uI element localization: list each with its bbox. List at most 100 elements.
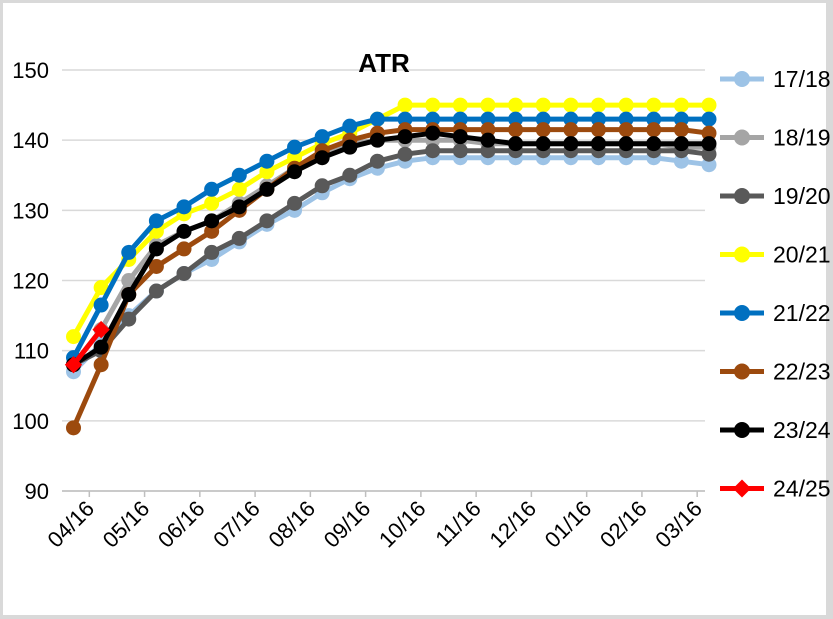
- data-point: [176, 265, 192, 281]
- data-point: [93, 357, 109, 373]
- data-point: [397, 97, 413, 113]
- data-point: [618, 136, 634, 152]
- series-lines: [64, 97, 717, 436]
- legend-marker: [733, 479, 751, 498]
- data-point: [701, 97, 717, 113]
- data-point: [204, 195, 220, 211]
- data-point: [425, 125, 441, 141]
- legend-marker: [734, 363, 750, 380]
- data-point: [314, 178, 330, 194]
- legend-label: 21/22: [773, 300, 831, 326]
- data-point: [121, 244, 137, 260]
- series-line-24/25: [71, 327, 104, 368]
- data-point: [66, 329, 81, 345]
- data-point: [176, 241, 192, 257]
- data-point: [397, 129, 413, 145]
- data-point: [93, 339, 109, 355]
- data-point: [563, 136, 579, 152]
- data-point: [673, 136, 689, 152]
- data-point: [259, 213, 275, 229]
- data-point: [646, 136, 662, 152]
- legend-label: 19/20: [773, 183, 831, 209]
- data-point: [701, 111, 717, 127]
- legend-marker: [734, 422, 750, 438]
- data-point: [148, 258, 164, 274]
- data-point: [590, 136, 606, 152]
- legend-label: 17/18: [773, 66, 831, 92]
- data-point: [673, 97, 689, 113]
- data-point: [397, 146, 413, 162]
- data-point: [701, 136, 717, 152]
- data-point: [342, 118, 358, 134]
- data-point: [231, 199, 247, 215]
- legend-marker: [734, 129, 750, 146]
- data-point: [425, 143, 441, 159]
- data-point: [618, 97, 634, 113]
- legend-marker: [734, 188, 750, 204]
- legend-marker: [734, 246, 750, 263]
- data-point: [66, 420, 81, 436]
- data-point: [590, 122, 606, 138]
- data-point: [231, 181, 247, 197]
- data-point: [231, 167, 247, 183]
- data-point: [342, 139, 358, 155]
- y-tick-label: 100: [12, 409, 49, 434]
- y-tick-label: 150: [12, 58, 49, 83]
- data-point: [259, 153, 275, 169]
- data-point: [480, 97, 496, 113]
- data-point: [563, 97, 579, 113]
- data-point: [563, 122, 579, 138]
- data-point: [369, 153, 385, 169]
- legend-label: 24/25: [773, 476, 831, 502]
- legend: 17/18 18/19 19/20 20/21 21/22 22/23 23/24 24/25: [720, 66, 831, 502]
- data-point: [369, 132, 385, 148]
- y-tick-label: 90: [25, 479, 49, 504]
- legend-label: 20/21: [773, 242, 831, 268]
- data-point: [64, 355, 83, 374]
- data-point: [121, 287, 137, 303]
- data-point: [287, 164, 303, 180]
- data-point: [535, 97, 551, 113]
- data-point: [287, 195, 303, 211]
- data-point: [452, 97, 468, 113]
- data-point: [92, 320, 110, 339]
- data-point: [121, 311, 137, 327]
- legend-label: 23/24: [773, 417, 831, 443]
- data-point: [231, 230, 247, 246]
- data-point: [535, 122, 551, 138]
- data-point: [93, 297, 109, 313]
- data-point: [452, 129, 468, 145]
- data-point: [673, 122, 689, 138]
- data-point: [148, 241, 164, 257]
- legend-marker: [734, 71, 750, 87]
- data-point: [342, 167, 358, 183]
- data-point: [452, 143, 468, 159]
- chart-title: ATR: [358, 48, 410, 78]
- data-point: [425, 97, 441, 113]
- data-point: [148, 213, 164, 229]
- legend-label: 18/19: [773, 125, 831, 151]
- data-point: [204, 181, 220, 197]
- data-point: [176, 199, 192, 215]
- data-point: [314, 150, 330, 166]
- data-point: [646, 97, 662, 113]
- y-tick-label: 110: [14, 339, 49, 364]
- y-tick-label: 140: [12, 128, 49, 153]
- legend-label: 22/23: [773, 359, 831, 385]
- data-point: [618, 122, 634, 138]
- data-point: [204, 213, 220, 229]
- data-point: [148, 283, 164, 299]
- data-point: [314, 129, 330, 145]
- data-point: [508, 97, 524, 113]
- data-point: [590, 97, 606, 113]
- data-point: [535, 136, 551, 152]
- data-point: [287, 139, 303, 155]
- data-point: [508, 136, 524, 152]
- y-tick-label: 130: [12, 198, 49, 223]
- legend-marker: [734, 305, 750, 321]
- data-point: [369, 111, 385, 127]
- data-point: [508, 122, 524, 138]
- data-point: [176, 223, 192, 239]
